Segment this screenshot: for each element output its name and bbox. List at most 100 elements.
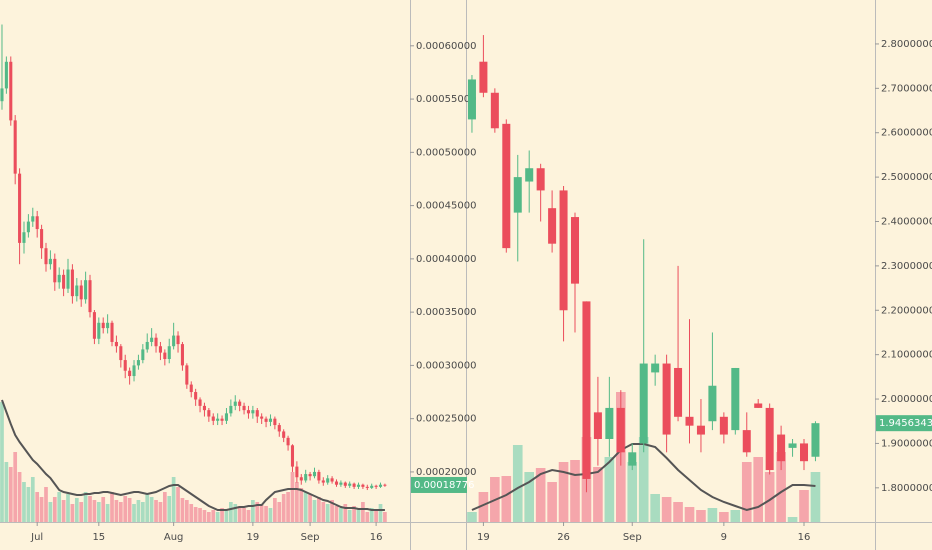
candle-body <box>312 471 317 477</box>
candle-body <box>57 274 61 283</box>
volume-bar <box>246 510 251 522</box>
volume-bar <box>198 508 202 522</box>
candle-body <box>172 335 176 347</box>
candle-body <box>141 349 145 361</box>
volume-bar <box>268 508 273 522</box>
candle-body <box>356 484 361 487</box>
y-tick-label: 2.10000000 <box>881 350 932 361</box>
candle-body <box>273 418 277 426</box>
candle-body <box>525 168 534 182</box>
volume-bar <box>273 498 277 522</box>
volume-bar <box>61 500 66 522</box>
candle-body <box>742 430 751 453</box>
volume-bar <box>202 510 207 522</box>
candle-body <box>383 484 387 486</box>
volume-bar <box>535 468 546 522</box>
volume-bar <box>317 497 321 522</box>
volume-bar <box>547 482 557 522</box>
volume-bar <box>719 512 729 522</box>
candle-body <box>48 258 52 265</box>
candle-body <box>123 360 127 371</box>
candle-body <box>788 443 797 448</box>
candle-body <box>202 405 206 411</box>
candle-body <box>4 61 8 89</box>
x-tick-label: 19 <box>246 532 259 543</box>
candle-body <box>308 474 312 477</box>
candle-body <box>211 416 215 421</box>
volume-bar <box>8 467 13 522</box>
volume-bar <box>308 494 312 522</box>
volume-bar <box>383 512 387 522</box>
volume-bar <box>158 502 163 522</box>
volume-bar <box>211 510 216 522</box>
candle-body <box>334 481 339 485</box>
volume-bar <box>501 476 512 522</box>
y-tick-label: 2.30000000 <box>881 261 932 272</box>
volume-bar <box>83 492 88 522</box>
x-tick-label: 16 <box>798 532 811 543</box>
last-price-label: 1.94563434 <box>879 418 932 429</box>
candle-body <box>286 437 290 446</box>
y-tick-label: 0.00040000 <box>416 254 476 265</box>
volume-bar <box>180 498 185 522</box>
volume-bar <box>96 502 101 522</box>
candle-body <box>180 344 184 366</box>
volume-bar <box>224 510 229 522</box>
candle-body <box>242 405 246 411</box>
candle-body <box>150 337 154 342</box>
volume-bar <box>264 506 268 522</box>
volume-bar <box>189 504 194 522</box>
candle-body <box>194 392 198 400</box>
volume-bar <box>321 502 326 522</box>
candle-body <box>295 466 299 478</box>
volume-bar <box>70 504 75 522</box>
volume-bar <box>277 502 282 522</box>
volume-bar <box>524 472 535 522</box>
volume-bar <box>176 487 180 522</box>
volume-bar <box>299 488 304 522</box>
volume-bar <box>365 512 370 522</box>
candle-body <box>754 403 763 408</box>
volume-bar <box>66 494 70 522</box>
volume-bar <box>101 497 106 522</box>
volume-bar <box>233 504 238 522</box>
candle-body <box>35 216 39 230</box>
volume-bar <box>207 512 211 522</box>
volume-bar <box>171 477 176 522</box>
volume-bar <box>303 492 308 522</box>
volume-bar <box>478 492 489 522</box>
volume-bar <box>764 472 775 522</box>
volume-bar <box>39 497 44 522</box>
volume-bar <box>30 477 35 522</box>
candle-body <box>765 407 774 471</box>
volume-ma-line <box>1 399 385 511</box>
candle-body <box>304 474 308 481</box>
volume-bar <box>26 487 31 522</box>
candle-body <box>207 410 211 417</box>
candle-body <box>361 484 365 487</box>
x-tick-label: 9 <box>721 532 727 543</box>
candle-body <box>605 407 614 439</box>
candle-body <box>246 410 251 414</box>
volume-bar <box>334 506 339 522</box>
volume-bar <box>696 510 706 522</box>
volume-bar <box>339 508 343 522</box>
candle-body <box>216 418 220 421</box>
candle-body <box>559 190 568 311</box>
candle-body <box>9 61 13 121</box>
volume-bar <box>4 462 9 522</box>
candle-body <box>106 322 110 329</box>
candle-body <box>365 486 369 488</box>
candle-body <box>593 412 602 439</box>
candle-body <box>299 477 303 481</box>
y-tick-label: 0.00055000 <box>416 94 476 105</box>
candle-body <box>343 482 347 486</box>
volume-bar <box>604 457 615 522</box>
volume-bar <box>730 510 741 522</box>
volume-bar <box>184 500 189 522</box>
candle-body <box>582 301 591 479</box>
volume-bar <box>48 502 53 522</box>
volume-bar <box>369 508 374 522</box>
volume-bar <box>118 502 123 522</box>
volume-bar <box>162 492 167 522</box>
